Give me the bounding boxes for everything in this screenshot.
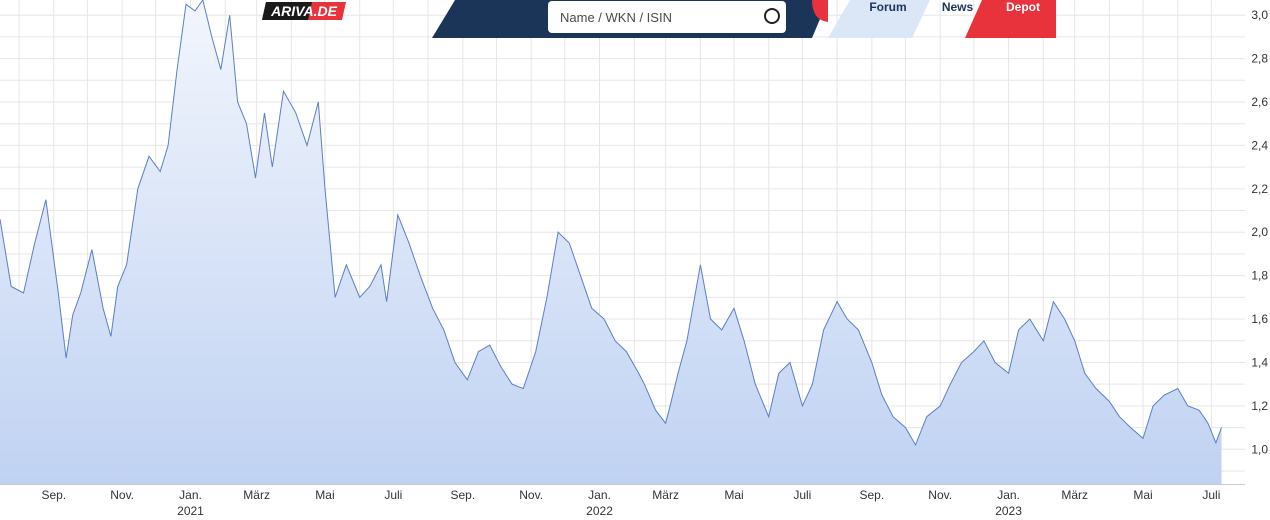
y-tick-label: 1,0 <box>1251 442 1268 456</box>
y-axis: 1,0 1,2 1,4 1,6 1,8 2,0 2,2 2,4 2,6 2,8 3,0 <box>1251 8 1268 456</box>
x-tick-label: Juli <box>384 488 402 502</box>
y-tick-label: 2,2 <box>1251 182 1268 196</box>
y-tick-label: 2,6 <box>1251 95 1268 109</box>
ariva-logo[interactable]: ARIVA.DE <box>262 2 346 20</box>
search-input[interactable] <box>558 1 762 33</box>
nav-depot[interactable]: Depot <box>1006 0 1040 14</box>
y-tick-label: 1,4 <box>1251 355 1268 369</box>
x-tick-label: Mai <box>724 488 743 502</box>
x-tick-label: Nov. <box>110 488 134 502</box>
x-tick-label: Nov. <box>928 488 952 502</box>
y-tick-label: 1,8 <box>1251 269 1268 283</box>
x-tick-label: Jan. <box>179 488 202 502</box>
x-tick-label: Mai <box>1133 488 1152 502</box>
y-tick-label: 1,6 <box>1251 312 1268 326</box>
nav-news[interactable]: News <box>941 0 974 14</box>
search-box[interactable] <box>548 1 786 33</box>
x-tick-label: Mai <box>315 488 334 502</box>
x-year-label: 2021 <box>177 504 204 518</box>
plot-bottom-band <box>0 484 1245 485</box>
search-icon[interactable] <box>764 8 780 24</box>
x-tick-label: März <box>652 488 679 502</box>
y-tick-label: 2,8 <box>1251 52 1268 66</box>
x-tick-label: März <box>1061 488 1088 502</box>
x-tick-label: Sep. <box>859 488 884 502</box>
x-year-label: 2023 <box>995 504 1022 518</box>
x-tick-label: Sep. <box>450 488 475 502</box>
x-axis: Sep. Nov. Jan. März Mai Juli Sep. Nov. Jan. März M… <box>41 488 1220 518</box>
x-tick-label: Nov. <box>519 488 543 502</box>
nav-forum[interactable]: Forum <box>869 0 907 14</box>
x-tick-label: Sep. <box>41 488 66 502</box>
price-area <box>0 0 1222 484</box>
y-tick-label: 3,0 <box>1251 8 1268 22</box>
y-tick-label: 1,2 <box>1251 399 1268 413</box>
x-tick-label: Juli <box>1202 488 1220 502</box>
logo-text: ARIVA.DE <box>270 3 338 19</box>
x-tick-label: Juli <box>793 488 811 502</box>
y-tick-label: 2,4 <box>1251 138 1268 152</box>
price-line <box>0 0 1222 447</box>
y-tick-label: 2,0 <box>1251 225 1268 239</box>
x-tick-label: Jan. <box>588 488 611 502</box>
x-tick-label: März <box>243 488 270 502</box>
x-year-label: 2022 <box>586 504 613 518</box>
x-tick-label: Jan. <box>997 488 1020 502</box>
